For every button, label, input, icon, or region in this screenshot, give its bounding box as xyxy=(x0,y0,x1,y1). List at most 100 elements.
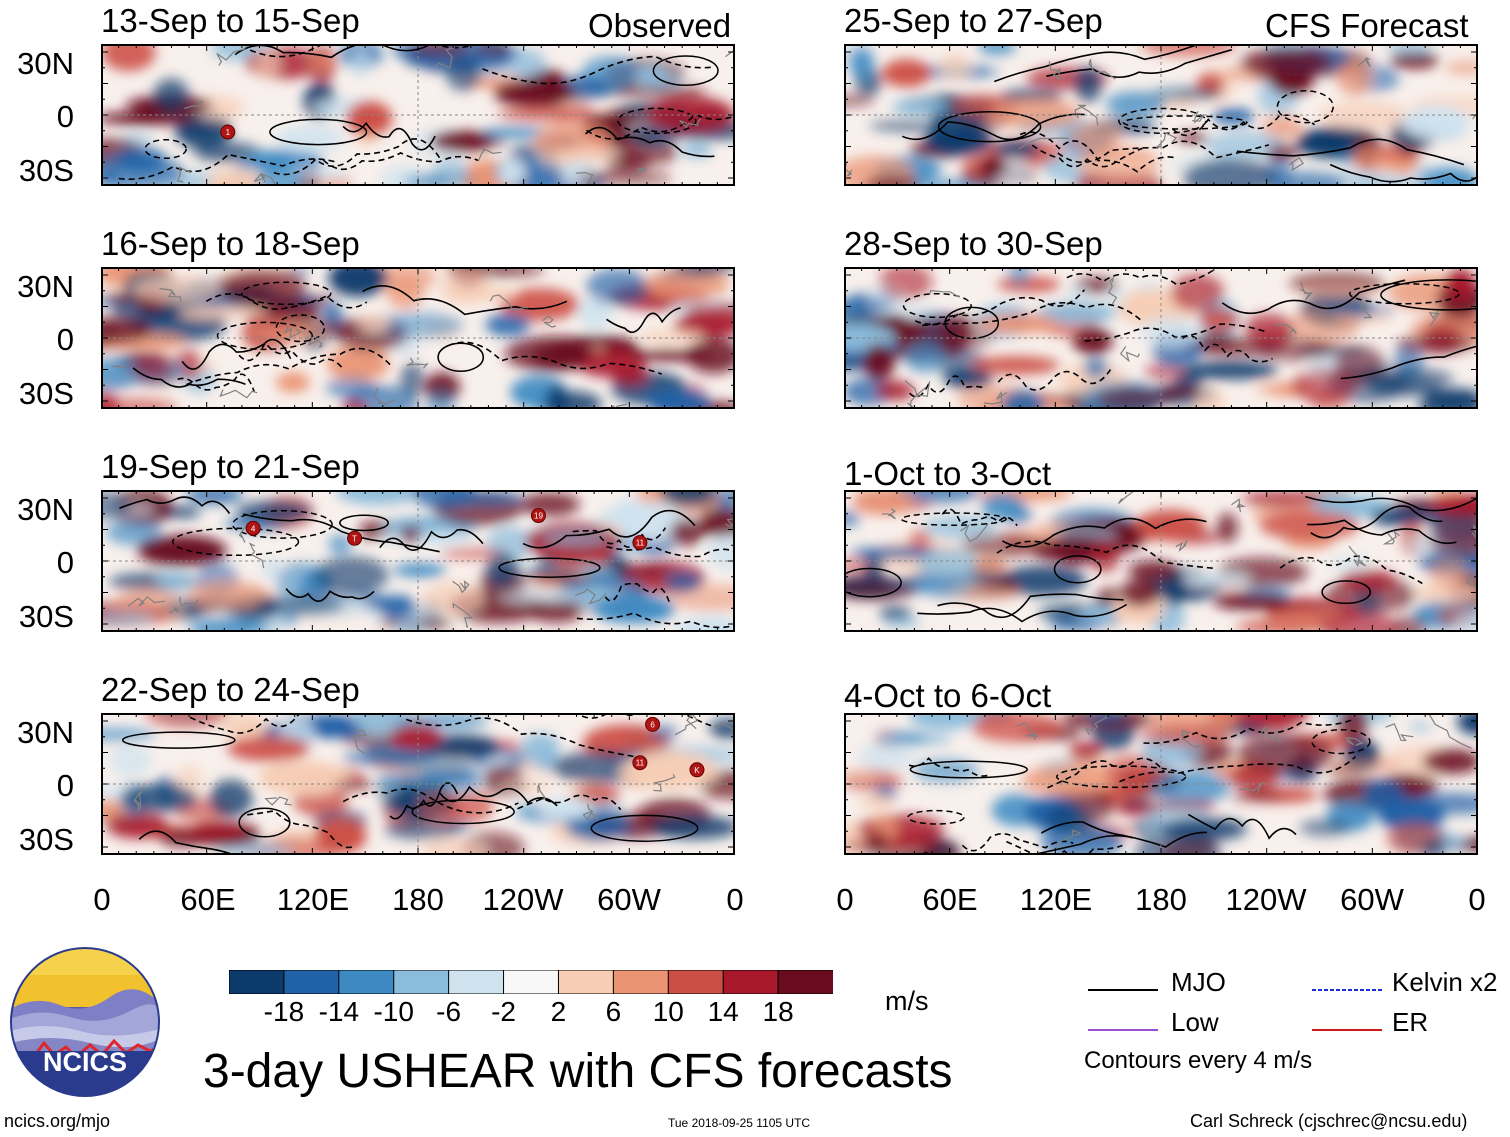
storm-label: 11 xyxy=(636,539,645,548)
lon-label-60w: 60W xyxy=(597,882,661,917)
colorbar-swatch xyxy=(338,969,395,995)
colorbar-swatch xyxy=(283,969,340,995)
lat-label-30s: 30S xyxy=(18,599,74,634)
panel-title-observed-1: 13-Sep to 15-Sep xyxy=(101,2,360,39)
colorbar-tick-label: 18 xyxy=(762,996,794,1027)
lat-label-eq: 0 xyxy=(56,545,74,580)
storm-marker xyxy=(220,124,236,140)
legend-contour-note: Contours every 4 m/s xyxy=(1084,1047,1313,1074)
shear-map: 6 11 K xyxy=(101,713,735,855)
map-panel-observed-4: 6 11 K xyxy=(101,713,735,855)
colorbar-tick-label: -2 xyxy=(491,996,516,1027)
logo-text: NCICS xyxy=(42,1047,127,1077)
panel-title-forecast-4: 4-Oct to 6-Oct xyxy=(844,677,1052,714)
colorbar-tick-label: -14 xyxy=(318,996,360,1027)
observed-label: Observed xyxy=(588,7,732,44)
panel-title-forecast-3: 1-Oct to 3-Oct xyxy=(844,455,1052,492)
lat-label-eq: 0 xyxy=(56,322,74,357)
lon-label-120w: 120W xyxy=(1225,882,1307,917)
panel-title-forecast-2: 28-Sep to 30-Sep xyxy=(844,225,1103,262)
shear-map xyxy=(844,713,1478,855)
lon-label-60w: 60W xyxy=(1340,882,1404,917)
lon-label-0: 0 xyxy=(836,882,854,917)
map-panel-forecast-2 xyxy=(844,267,1478,409)
colorbar-swatch xyxy=(448,969,505,995)
storm-marker xyxy=(530,508,546,524)
ncics-logo[interactable]: NCICS xyxy=(10,947,160,1097)
panel-title-forecast-1: 25-Sep to 27-Sep xyxy=(844,2,1103,39)
panel-title-observed-3: 19-Sep to 21-Sep xyxy=(101,448,360,485)
map-panel-observed-3: 4 T 19 11 xyxy=(101,490,735,632)
colorbar-swatch xyxy=(228,969,285,995)
storm-marker xyxy=(632,755,648,771)
footer-timestamp: Tue 2018-09-25 1105 UTC xyxy=(668,1116,811,1130)
lon-label-180: 180 xyxy=(1135,882,1187,917)
storm-label: 6 xyxy=(650,720,655,729)
map-panel-forecast-3 xyxy=(844,490,1478,632)
colorbar-swatch xyxy=(667,969,725,995)
ncics-logo-graphic xyxy=(10,947,160,1097)
lon-label-60e: 60E xyxy=(922,882,978,917)
lon-label-120e: 120E xyxy=(1019,882,1093,917)
legend-low-line xyxy=(1088,1029,1158,1031)
map-panel-forecast-1 xyxy=(844,44,1478,186)
legend-kelvin-label: Kelvin x2 xyxy=(1392,967,1498,997)
main-title: 3-day USHEAR with CFS forecasts xyxy=(203,1045,953,1098)
lat-label-30s: 30S xyxy=(18,153,74,188)
panel-title-observed-4: 22-Sep to 24-Sep xyxy=(101,671,360,708)
colorbar xyxy=(228,969,835,995)
lat-label-30s: 30S xyxy=(18,376,74,411)
footer-author: Carl Schreck (cjschrec@ncsu.edu) xyxy=(1190,1111,1468,1131)
colorbar-tick-label: 6 xyxy=(605,996,622,1027)
legend-er-line xyxy=(1312,1029,1382,1031)
storm-label: 11 xyxy=(636,759,645,768)
colorbar-swatch xyxy=(612,969,670,995)
colorbar-units: m/s xyxy=(885,986,929,1016)
storm-label: 19 xyxy=(534,512,543,521)
lat-label-30n: 30N xyxy=(17,492,74,527)
shear-map: 1 xyxy=(101,44,735,186)
shear-map: 4 T 19 11 xyxy=(101,490,735,632)
colorbar-tick-label: -6 xyxy=(436,996,462,1027)
shear-map xyxy=(844,490,1478,632)
lon-label-0-end: 0 xyxy=(1468,882,1486,917)
storm-marker xyxy=(245,520,261,536)
lat-label-30n: 30N xyxy=(17,715,74,750)
colorbar-tick-label: 14 xyxy=(707,996,739,1027)
colorbar-swatch xyxy=(777,969,835,995)
storm-marker xyxy=(645,716,661,732)
lat-label-eq: 0 xyxy=(56,768,74,803)
shear-map xyxy=(844,267,1478,409)
panel-title-observed-2: 16-Sep to 18-Sep xyxy=(101,225,360,262)
storm-marker xyxy=(689,762,705,778)
legend-kelvin-line xyxy=(1312,989,1382,991)
storm-label: K xyxy=(694,766,700,775)
colorbar-tick-label: -18 xyxy=(263,996,305,1027)
colorbar-swatch xyxy=(722,969,780,995)
storm-label: 1 xyxy=(226,128,231,137)
footer-url[interactable]: ncics.org/mjo xyxy=(4,1111,111,1131)
lon-label-120w: 120W xyxy=(482,882,564,917)
colorbar-tick-label: -10 xyxy=(373,996,414,1027)
legend-er-label: ER xyxy=(1392,1007,1429,1037)
legend-low-label: Low xyxy=(1171,1007,1219,1037)
lon-label-0: 0 xyxy=(93,882,111,917)
colorbar-tick-label: 10 xyxy=(652,996,684,1027)
storm-label: T xyxy=(352,534,357,543)
lat-label-30n: 30N xyxy=(17,269,74,304)
lat-label-eq: 0 xyxy=(56,99,74,134)
colorbar-swatch xyxy=(503,969,560,995)
map-panel-forecast-4 xyxy=(844,713,1478,855)
legend-mjo-line xyxy=(1088,989,1158,991)
storm-marker xyxy=(632,535,648,551)
shear-map xyxy=(101,267,735,409)
lat-label-30n: 30N xyxy=(17,46,74,81)
colorbar-swatch xyxy=(393,969,450,995)
lon-label-180: 180 xyxy=(392,882,444,917)
lon-label-0-end: 0 xyxy=(726,882,744,917)
storm-marker xyxy=(347,530,363,546)
cfs-forecast-label: CFS Forecast xyxy=(1265,7,1469,44)
colorbar-tick-label: 2 xyxy=(550,996,567,1027)
lon-label-120e: 120E xyxy=(276,882,350,917)
lat-label-30s: 30S xyxy=(18,822,74,857)
